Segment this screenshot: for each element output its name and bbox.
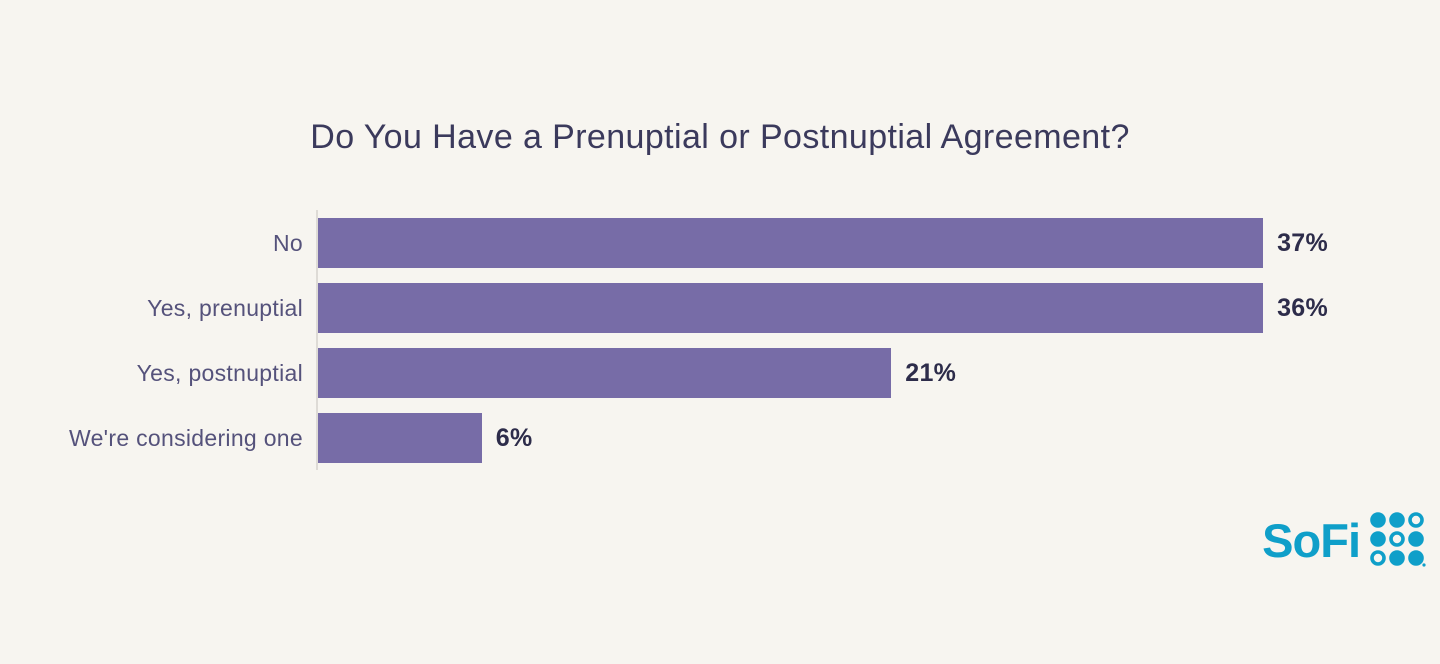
bar xyxy=(318,348,892,398)
y-axis-line xyxy=(316,210,318,470)
filled-dot xyxy=(1389,550,1405,566)
value-label: 37% xyxy=(1277,228,1328,257)
bar-track: 36% xyxy=(318,283,1328,333)
ring-dot xyxy=(1408,512,1424,528)
bar-row: We're considering one 6% xyxy=(0,413,1440,463)
sofi-dots-icon xyxy=(1370,512,1426,567)
chart-title: Do You Have a Prenuptial or Postnuptial … xyxy=(310,118,1130,156)
bar-track: 6% xyxy=(318,413,1328,463)
bar xyxy=(318,283,1264,333)
sofi-wordmark: SoFi xyxy=(1262,513,1361,567)
ring-dot xyxy=(1370,550,1386,566)
filled-dot xyxy=(1389,512,1405,528)
bar-row: No 37% xyxy=(0,218,1440,268)
bar-track: 37% xyxy=(318,218,1328,268)
value-label: 21% xyxy=(905,358,957,387)
filled-dot xyxy=(1408,550,1424,566)
filled-dot xyxy=(1370,531,1386,547)
ring-dot xyxy=(1389,531,1405,547)
bar-chart: No 37% Yes, prenuptial 36% Yes, postnuptial 2… xyxy=(0,210,1440,478)
filled-dot xyxy=(1408,531,1424,547)
bar xyxy=(318,413,482,463)
bar-track: 21% xyxy=(318,348,1328,398)
trademark-dot xyxy=(1422,563,1426,567)
category-label: No xyxy=(272,229,303,256)
category-label: We're considering one xyxy=(68,424,303,451)
category-label: Yes, prenuptial xyxy=(147,294,303,321)
bar-row: Yes, prenuptial 36% xyxy=(0,283,1440,333)
sofi-logo: SoFi xyxy=(1262,512,1426,568)
bar-row: Yes, postnuptial 21% xyxy=(0,348,1440,398)
value-label: 6% xyxy=(495,423,533,452)
value-label: 36% xyxy=(1277,293,1328,322)
category-label: Yes, postnuptial xyxy=(136,359,303,386)
filled-dot xyxy=(1370,512,1386,528)
bar xyxy=(318,218,1264,268)
bar-rows-container: No 37% Yes, prenuptial 36% Yes, postnuptial 2… xyxy=(0,218,1440,463)
